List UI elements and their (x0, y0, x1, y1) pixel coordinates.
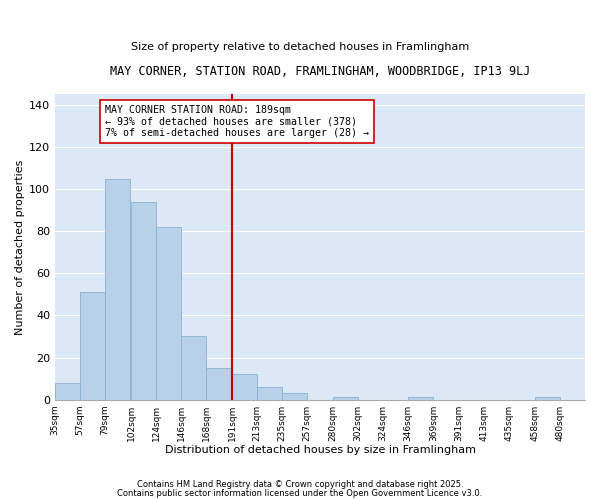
Title: MAY CORNER, STATION ROAD, FRAMLINGHAM, WOODBRIDGE, IP13 9LJ: MAY CORNER, STATION ROAD, FRAMLINGHAM, W… (110, 65, 530, 78)
Bar (333, 398, 358, 400)
Text: Contains HM Land Registry data © Crown copyright and database right 2025.: Contains HM Land Registry data © Crown c… (137, 480, 463, 489)
Bar (535, 398, 560, 400)
Bar (206, 368, 231, 400)
Bar (408, 398, 433, 400)
Text: Contains public sector information licensed under the Open Government Licence v3: Contains public sector information licen… (118, 488, 482, 498)
Bar (232, 374, 257, 400)
X-axis label: Distribution of detached houses by size in Framlingham: Distribution of detached houses by size … (164, 445, 476, 455)
Bar (105, 178, 130, 400)
Y-axis label: Number of detached properties: Number of detached properties (15, 160, 25, 334)
Bar (156, 227, 181, 400)
Bar (55, 383, 80, 400)
Text: MAY CORNER STATION ROAD: 189sqm
← 93% of detached houses are smaller (378)
7% of: MAY CORNER STATION ROAD: 189sqm ← 93% of… (105, 105, 369, 138)
Text: Size of property relative to detached houses in Framlingham: Size of property relative to detached ho… (131, 42, 469, 52)
Bar (181, 336, 206, 400)
Bar (257, 387, 282, 400)
Bar (80, 292, 105, 400)
Bar (131, 202, 156, 400)
Bar (282, 394, 307, 400)
